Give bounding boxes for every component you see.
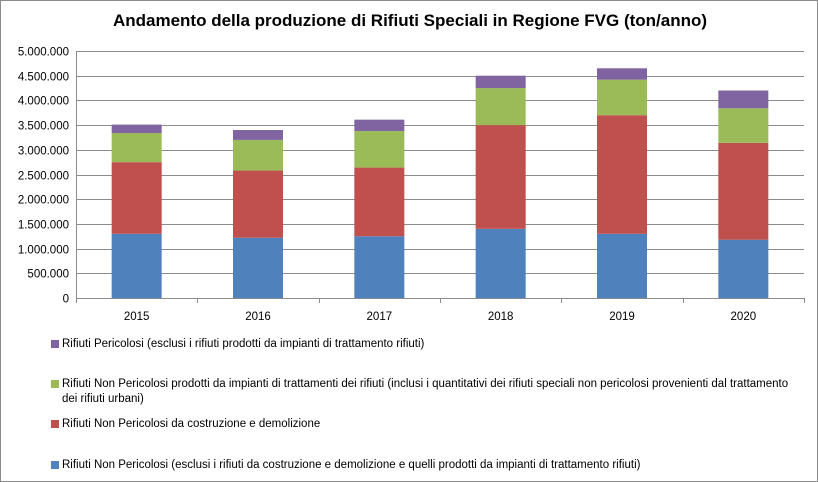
bar-2015-series-0: [111, 233, 162, 298]
bar-2017-series-1: [354, 167, 405, 237]
bar-2019-series-3: [597, 68, 647, 80]
y-tick-label: 1.500.000: [18, 220, 69, 232]
x-tick-label: 2016: [245, 311, 271, 323]
bar-2016-series-3: [233, 130, 283, 140]
legend-item-rifiuti-non-pericolosi: Rifiuti Non Pericolosi (esclusi i rifiut…: [51, 458, 791, 473]
y-tick-label: 1.000.000: [18, 245, 69, 257]
y-tick-label: 3.500.000: [18, 121, 69, 133]
legend-label: Rifiuti Non Pericolosi (esclusi i rifiut…: [62, 459, 641, 471]
legend-label: Rifiuti Pericolosi (esclusi i rifiuti pr…: [62, 338, 425, 350]
x-tick-label: 2020: [731, 311, 757, 323]
y-tick-label: 4.000.000: [18, 96, 69, 108]
bar-2020-series-2: [718, 108, 769, 143]
bar-2019-series-0: [597, 233, 647, 298]
y-tick-label: 0: [63, 294, 69, 306]
x-tick-label: 2017: [367, 311, 393, 323]
bar-2016-series-0: [233, 237, 283, 298]
legend-label: Rifiuti Non Pericolosi da costruzione e …: [62, 418, 321, 430]
y-tick-label: 500.000: [27, 269, 69, 281]
legend-item-rifiuti-trattamento: Rifiuti Non Pericolosi prodotti da impia…: [51, 377, 791, 407]
y-tick-label: 5.000.000: [18, 47, 69, 59]
bar-2020-series-3: [718, 90, 769, 109]
bar-2020-series-1: [718, 142, 769, 240]
legend-item-rifiuti-pericolosi: Rifiuti Pericolosi (esclusi i rifiuti pr…: [51, 337, 791, 352]
bar-2018-series-1: [475, 125, 526, 229]
bar-2015-series-2: [111, 133, 162, 163]
bar-2017-series-2: [354, 131, 405, 168]
legend-item-rifiuti-costruzione: Rifiuti Non Pericolosi da costruzione e …: [51, 417, 791, 432]
bar-2015-series-1: [111, 162, 162, 234]
legend-label: Rifiuti Non Pericolosi prodotti da impia…: [62, 378, 789, 405]
bar-2017-series-3: [354, 119, 405, 132]
bar-2016-series-2: [233, 139, 283, 171]
bar-2018-series-2: [475, 88, 526, 126]
chart-plot-area: 0 500.000 1.000.000 1.500.000 2.000.000 2.500…: [18, 47, 805, 323]
y-tick-label: 2.000.000: [18, 195, 69, 207]
legend-swatch: [51, 420, 59, 428]
chart-title: Andamento della produzione di Rifiuti Sp…: [112, 11, 708, 30]
bar-2015-series-3: [111, 124, 162, 134]
y-tick-label: 3.000.000: [18, 146, 69, 158]
bar-2018-series-0: [475, 228, 526, 298]
bar-2017-series-0: [354, 236, 405, 298]
x-tick-label: 2018: [488, 311, 514, 323]
legend-swatch: [51, 340, 59, 348]
bar-2019-series-2: [597, 79, 647, 116]
legend-swatch: [51, 380, 59, 388]
bar-2018-series-3: [475, 75, 526, 89]
bar-2019-series-1: [597, 115, 647, 234]
y-tick-label: 2.500.000: [18, 171, 69, 183]
x-tick-label: 2015: [124, 311, 150, 323]
x-tick-label: 2019: [609, 311, 635, 323]
bar-2016-series-1: [233, 170, 283, 238]
bar-2020-series-0: [718, 239, 769, 298]
legend-swatch: [51, 461, 59, 469]
y-tick-label: 4.500.000: [18, 72, 69, 84]
